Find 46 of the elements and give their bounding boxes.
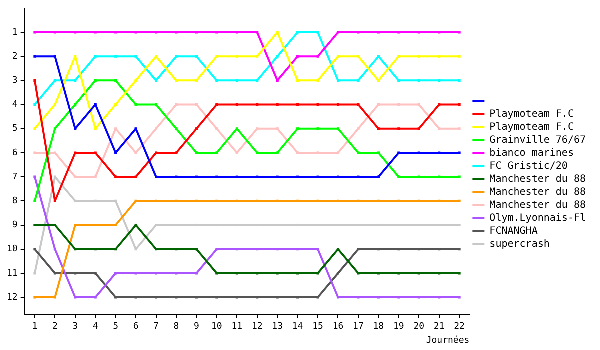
legend-label: Manchester du 88 [490, 200, 586, 212]
legend-label: supercrash [490, 239, 550, 250]
legend-label: Manchester du 88 [490, 174, 586, 186]
x-tick-label: 4 [92, 322, 98, 332]
y-tick-label: 9 [12, 220, 18, 231]
y-tick-label: 4 [12, 100, 18, 110]
x-tick-label: 10 [212, 322, 222, 332]
x-tick-label: 16 [332, 322, 344, 332]
x-tick-label: 18 [373, 322, 384, 332]
x-tick-label: 1 [32, 322, 38, 332]
x-tick-label: 15 [312, 322, 324, 332]
x-tick-label: 20 [414, 322, 425, 332]
legend-label: Playmoteam F.C [490, 122, 574, 134]
x-tick-label: 9 [194, 322, 200, 332]
x-tick-label: 17 [353, 322, 364, 332]
legend-label: bianco marines [490, 148, 574, 160]
x-tick-label: 21 [434, 322, 445, 332]
y-tick-label: 12 [6, 292, 18, 303]
x-tick-label: 12 [252, 322, 263, 332]
y-tick-label: 2 [12, 52, 18, 62]
x-tick-label: 11 [232, 322, 243, 332]
x-tick-label: 6 [133, 322, 139, 332]
y-tick-label: 8 [12, 196, 18, 206]
legend-label: Manchester du 88 [490, 187, 586, 198]
y-tick-label: 5 [12, 124, 18, 134]
y-tick-label: 7 [12, 172, 18, 182]
x-tick-label: 7 [154, 322, 159, 332]
x-tick-label: 19 [393, 322, 404, 332]
x-tick-label: 2 [52, 322, 58, 332]
x-tick-label: 5 [113, 322, 119, 332]
y-tick-label: 3 [12, 76, 18, 86]
x-tick-label: 22 [454, 322, 465, 332]
y-tick-label: 10 [6, 244, 18, 255]
y-tick-label: 6 [12, 148, 18, 158]
legend-label: Playmoteam F.C [490, 109, 574, 120]
x-tick-label: 14 [292, 322, 304, 332]
x-axis-title: Journées [426, 334, 470, 346]
legend-label: Grainville 76/67 [490, 135, 586, 146]
legend-label: FCNANGHA [490, 226, 538, 238]
x-tick-label: 3 [72, 322, 78, 332]
legend-label: Olym.Lyonnais-Fl [490, 213, 586, 224]
y-tick-label: 1 [12, 28, 18, 38]
legend-label: FC Gristic/20 [490, 161, 568, 172]
y-tick-label: 11 [6, 268, 18, 279]
x-tick-label: 13 [272, 322, 284, 332]
x-tick-label: 8 [174, 322, 180, 332]
